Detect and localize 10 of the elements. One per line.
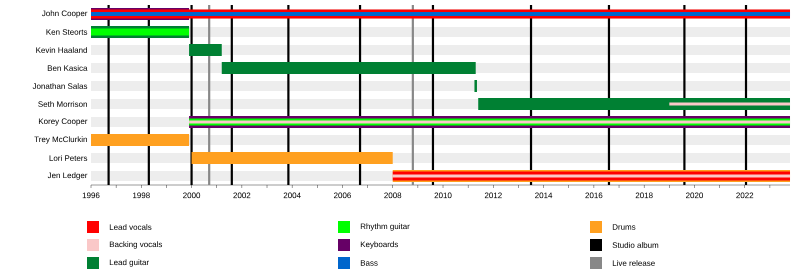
bar [478, 98, 790, 110]
bar [189, 44, 222, 56]
bar [91, 134, 190, 146]
bar [91, 28, 190, 36]
bar [474, 80, 477, 92]
bar [222, 62, 476, 74]
bar [192, 152, 393, 164]
bar [392, 174, 790, 178]
bar [669, 102, 790, 106]
bar [91, 12, 790, 16]
